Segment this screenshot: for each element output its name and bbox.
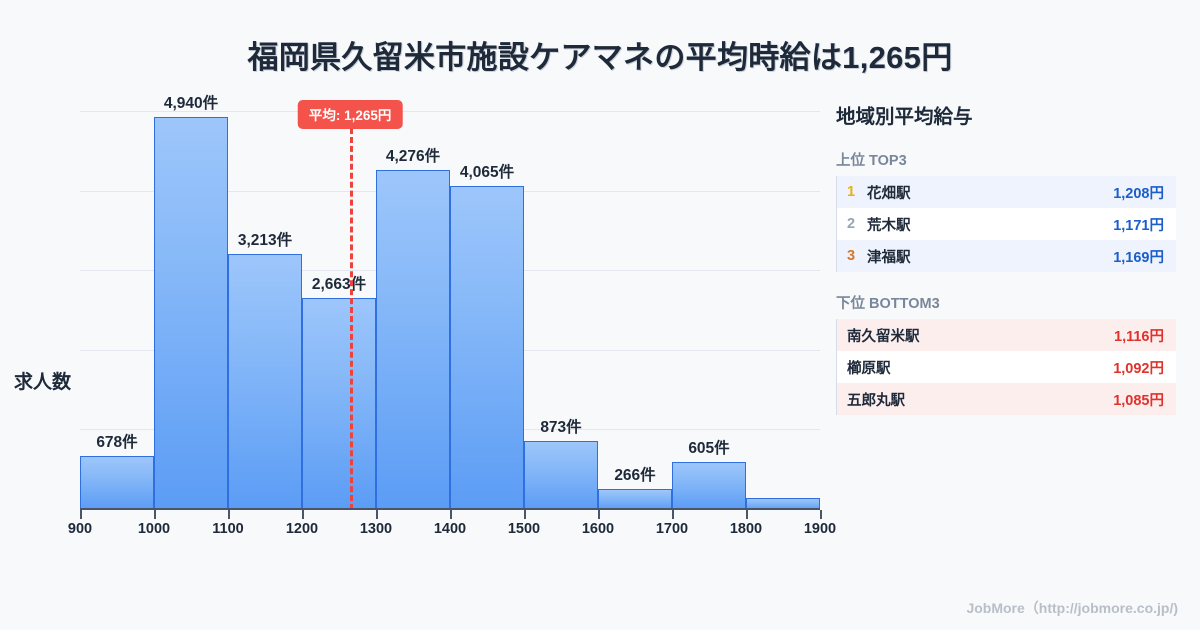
rank-row[interactable]: 3 津福駅 1,169円	[837, 240, 1176, 272]
wage-value: 1,085円	[1113, 392, 1164, 409]
regional-average-panel: 地域別平均給与 上位 TOP3 1 花畑駅 1,208円 2 荒木駅 1,171円 3 津福駅…	[836, 100, 1176, 435]
bar: 266件	[598, 467, 672, 510]
tick-mark	[746, 510, 748, 519]
tick-mark	[820, 510, 822, 519]
rank-row[interactable]: 五郎丸駅 1,085円	[837, 383, 1176, 415]
bar-value-label: 2,663件	[311, 275, 367, 293]
rank-number: 1	[847, 184, 856, 200]
wage-value: 1,171円	[1113, 217, 1164, 234]
page-title: 福岡県久留米市施設ケアマネの平均時給は1,265円	[247, 40, 953, 75]
bar-value-label: 4,276件	[385, 147, 441, 165]
x-tick-label: 1100	[212, 521, 244, 537]
bar-value-label: 4,065件	[459, 164, 515, 182]
average-badge: 平均: 1,265円	[297, 100, 403, 129]
station-name: 花畑駅	[867, 185, 911, 202]
x-tick-label: 1500	[507, 521, 541, 537]
rank-row[interactable]: 南久留米駅 1,116円	[837, 319, 1176, 351]
tick-mark	[524, 510, 526, 519]
bar: 3,213件	[228, 232, 302, 510]
station-name: 櫛原駅	[847, 360, 891, 377]
x-tick-label: 900	[67, 521, 93, 537]
tick-mark	[376, 510, 378, 519]
bar: 4,940件	[154, 95, 228, 510]
bar: 873件	[524, 419, 598, 510]
tick-mark	[598, 510, 600, 519]
bar: 4,276件	[376, 148, 450, 510]
tick-mark	[228, 510, 230, 519]
wage-value: 1,169円	[1113, 249, 1164, 266]
top3-table: 1 花畑駅 1,208円 2 荒木駅 1,171円 3 津福駅 1,169円	[836, 176, 1176, 272]
plot-area: 678件 4,940件 3,213件 2,663件 4,276件 4,065件 873件 26…	[68, 95, 836, 537]
rank-row[interactable]: 櫛原駅 1,092円	[837, 351, 1176, 383]
wage-value: 1,208円	[1113, 185, 1164, 202]
bar-value-label: 605件	[688, 439, 730, 457]
wage-value: 1,092円	[1113, 360, 1164, 377]
bar: 678件	[80, 434, 154, 510]
x-tick-label: 1600	[581, 521, 615, 537]
bar: 4,065件	[450, 164, 524, 510]
bar-value-label: 3,213件	[237, 232, 293, 250]
x-tick-label: 1700	[655, 521, 689, 537]
station-name: 荒木駅	[867, 217, 911, 234]
bottom3-table: 南久留米駅 1,116円櫛原駅 1,092円五郎丸駅 1,085円	[836, 319, 1176, 415]
bar-value-label: 266件	[614, 466, 656, 484]
x-tick-label: 1000	[137, 521, 171, 537]
wage-value: 1,116円	[1114, 328, 1164, 345]
station-name: 津福駅	[867, 249, 911, 266]
tick-mark	[672, 510, 674, 519]
top3-heading: 上位 TOP3	[836, 153, 907, 169]
rank-row[interactable]: 2 荒木駅 1,171円	[837, 208, 1176, 240]
y-axis-title: 求人数	[14, 372, 72, 393]
bar-value-label: 4,940件	[163, 94, 219, 112]
rank-row[interactable]: 1 花畑駅 1,208円	[837, 176, 1176, 208]
panel-title: 地域別平均給与	[836, 106, 973, 128]
x-tick-label: 1900	[803, 521, 837, 537]
bar: 2,663件	[302, 276, 376, 510]
x-tick-label: 1800	[729, 521, 763, 537]
bar: 605件	[672, 440, 746, 510]
average-line	[350, 128, 354, 510]
tick-mark	[302, 510, 304, 519]
bar	[746, 498, 820, 510]
bottom3-heading: 下位 BOTTOM3	[836, 296, 940, 312]
x-tick-label: 1300	[359, 521, 393, 537]
gridline	[80, 110, 820, 112]
rank-number: 2	[847, 216, 856, 232]
source-credit: JobMore（http://jobmore.co.jp/)	[966, 600, 1178, 616]
histogram-chart: 求人数 678件 4,940件 3,213件 2,663件 4,276件 4,065件 87…	[0, 88, 836, 588]
station-name: 南久留米駅	[847, 328, 920, 345]
tick-mark	[80, 510, 82, 519]
x-tick-label: 1200	[285, 521, 319, 537]
x-axis-line	[80, 508, 820, 510]
tick-mark	[154, 510, 156, 519]
bar-value-label: 873件	[540, 418, 582, 436]
x-tick-label: 1400	[433, 521, 467, 537]
rank-number: 3	[847, 248, 856, 264]
station-name: 五郎丸駅	[847, 392, 905, 409]
tick-mark	[450, 510, 452, 519]
bar-value-label: 678件	[96, 434, 138, 452]
